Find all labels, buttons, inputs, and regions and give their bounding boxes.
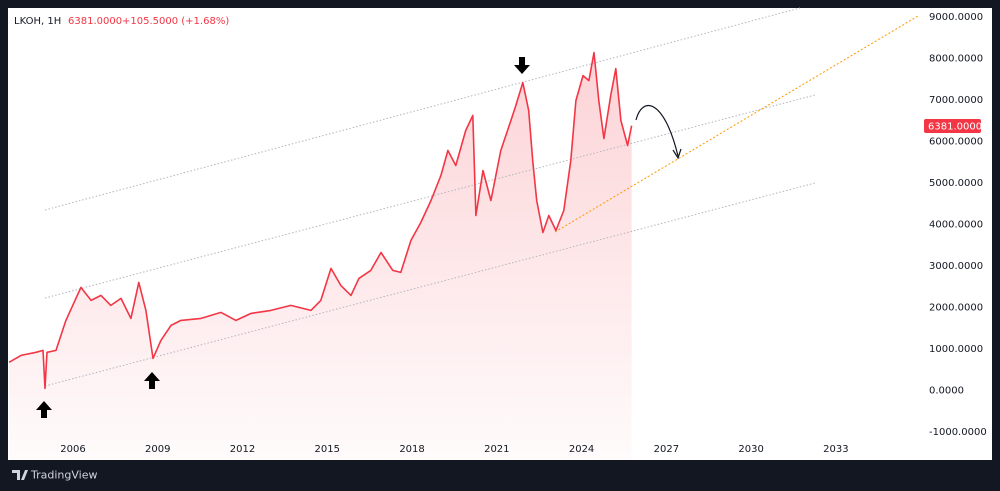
y-tick-label: 6000.0000: [929, 137, 983, 148]
y-tick-label: 2000.0000: [929, 302, 983, 313]
trend-line: [554, 15, 919, 233]
x-tick-label: 2006: [60, 444, 85, 455]
channel-line: [44, 7, 801, 211]
brand: TradingView: [30, 469, 97, 482]
y-tick-label: 0.0000: [929, 385, 964, 396]
y-tick-label: 9000.0000: [929, 12, 983, 23]
x-tick-label: 2015: [315, 444, 340, 455]
price-line: [8, 51, 633, 390]
x-tick-label: 2033: [823, 444, 848, 455]
x-tick-label: 2027: [654, 444, 679, 455]
up-arrow: [36, 401, 52, 418]
symbol: LKOH, 1H: [14, 16, 61, 27]
price-change: +105.5000 (+1.68%): [122, 16, 229, 27]
y-tick-label: 7000.0000: [929, 95, 983, 106]
y-tick-label: 3000.0000: [929, 261, 983, 272]
x-tick-label: 2021: [484, 444, 509, 455]
y-tick-label: 5000.0000: [929, 178, 983, 189]
y-tick-label: -1000.0000: [929, 427, 987, 438]
price-tag-label: 6381.0000: [928, 122, 982, 133]
up-arrow: [144, 372, 160, 389]
x-tick-label: 2024: [569, 444, 594, 455]
x-tick-label: 2012: [230, 444, 255, 455]
curved-arrow: [635, 104, 679, 157]
curved-arrow-head: [672, 148, 682, 160]
area-fill: [9, 52, 632, 460]
price-tag: [924, 119, 981, 133]
x-tick-label: 2030: [738, 444, 763, 455]
x-tick-label: 2018: [399, 444, 424, 455]
brand-logo: [12, 470, 28, 480]
y-tick-label: 4000.0000: [929, 219, 983, 230]
y-tick-label: 8000.0000: [929, 54, 983, 65]
y-tick-label: 1000.0000: [929, 344, 983, 355]
x-tick-label: 2009: [145, 444, 170, 455]
last-price: 6381.0000: [68, 16, 122, 27]
down-arrow: [514, 57, 530, 74]
